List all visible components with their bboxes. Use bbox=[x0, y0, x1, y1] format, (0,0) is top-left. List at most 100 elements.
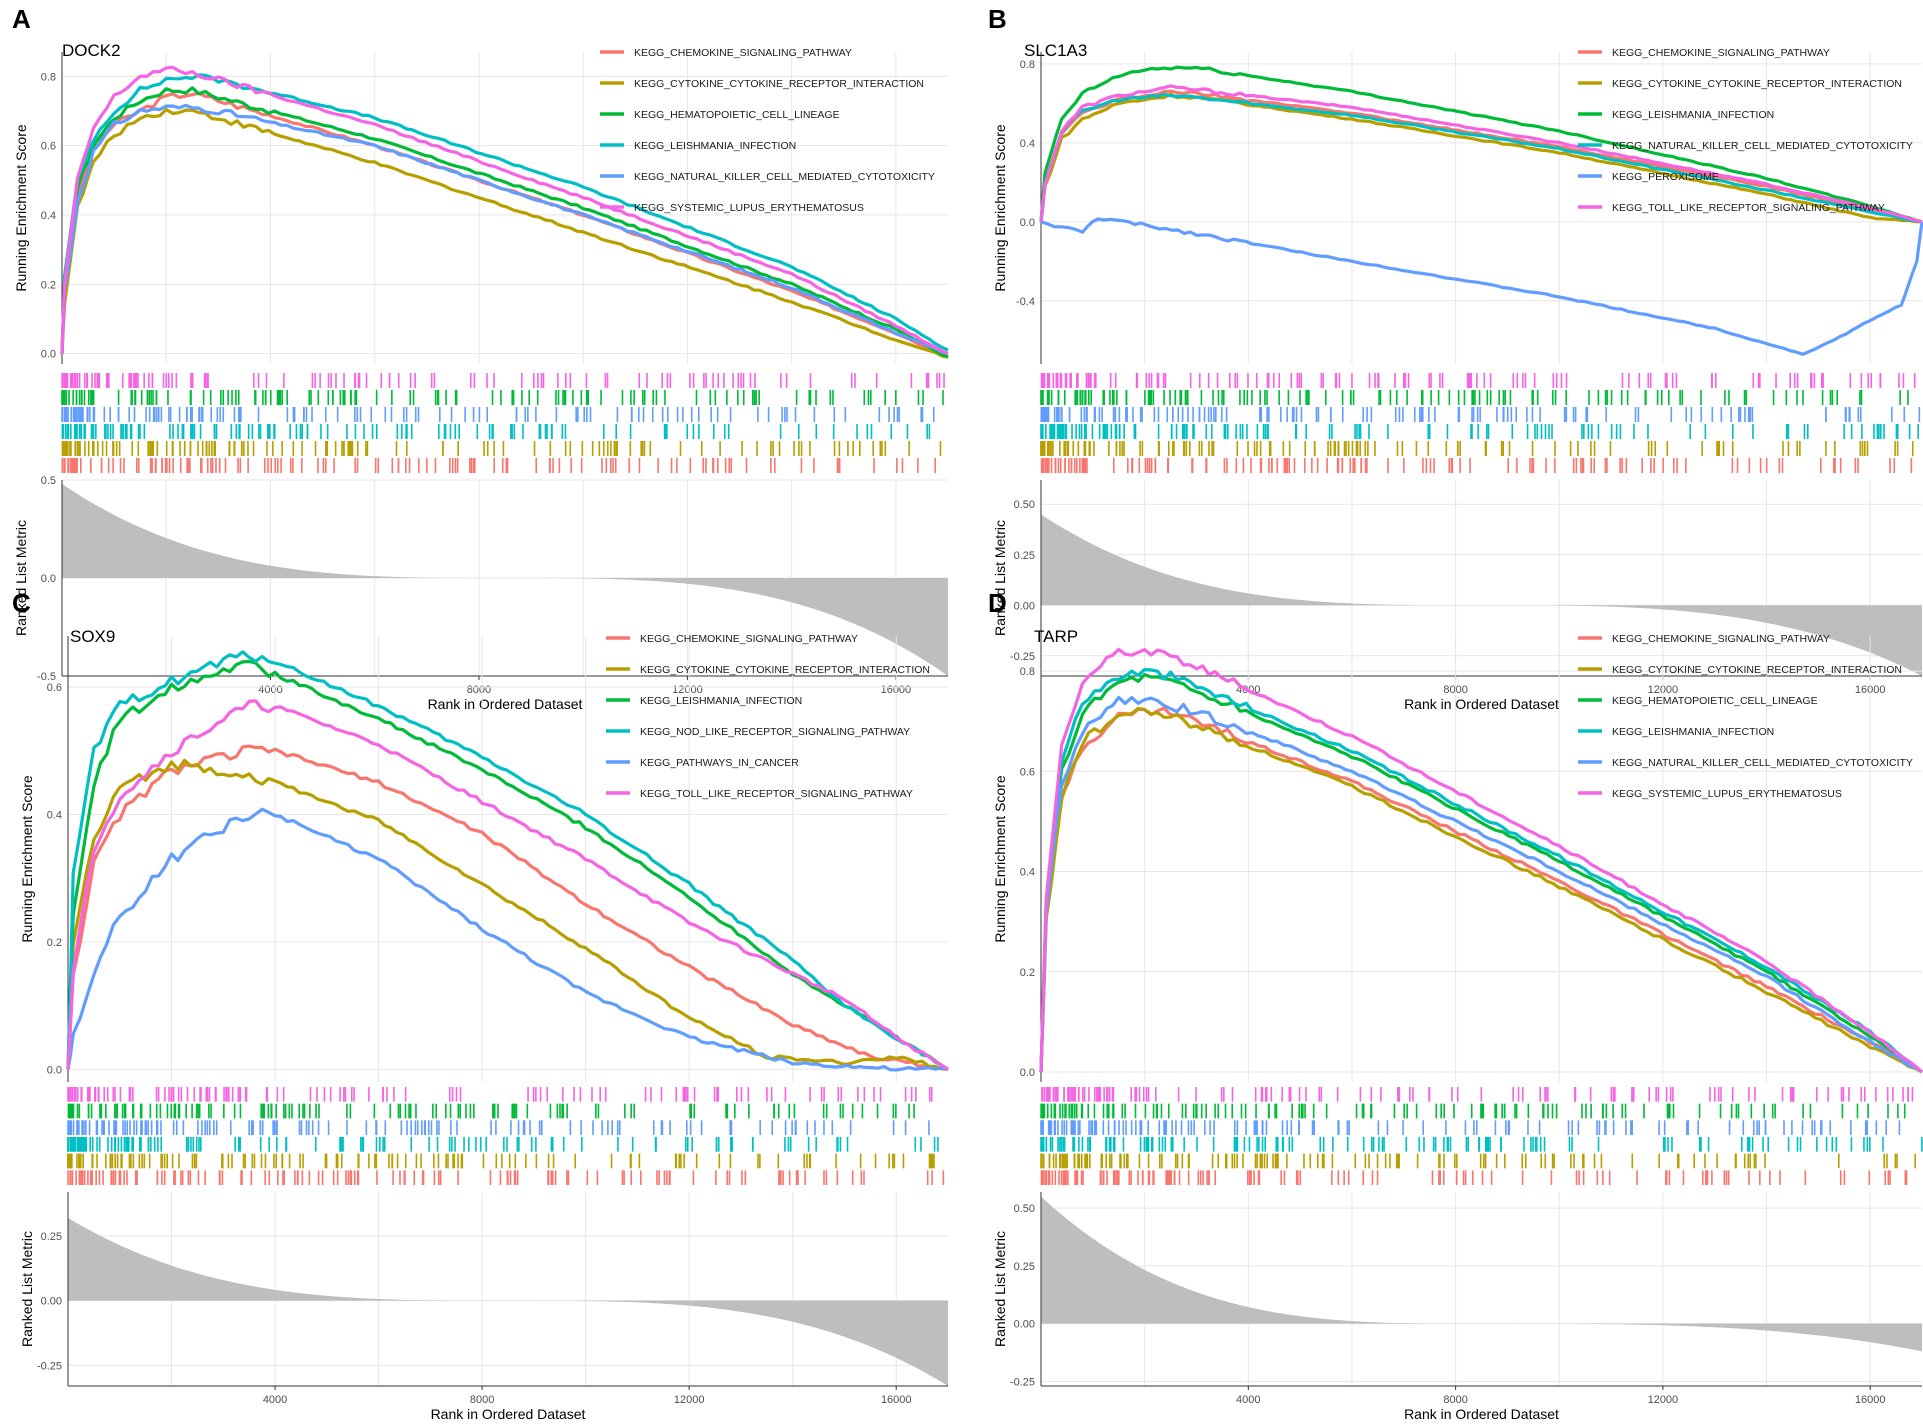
y-tick-label: 0.0 bbox=[1020, 217, 1035, 229]
metric-tick-label: -0.5 bbox=[37, 671, 56, 683]
series-line bbox=[60, 73, 949, 354]
series-line bbox=[1039, 668, 1923, 1074]
ranked-metric-area bbox=[68, 1217, 948, 1386]
series-line bbox=[1039, 647, 1923, 1074]
x-tick-label: 4000 bbox=[1236, 1394, 1260, 1406]
gene-title: SLC1A3 bbox=[1024, 41, 1087, 60]
legend-label: KEGG_CYTOKINE_CYTOKINE_RECEPTOR_INTERACT… bbox=[640, 664, 930, 676]
legend-label: KEGG_NATURAL_KILLER_CELL_MEDIATED_CYTOTO… bbox=[1612, 757, 1913, 769]
y-tick-label: 0.8 bbox=[41, 71, 56, 83]
legend-label: KEGG_CHEMOKINE_SIGNALING_PATHWAY bbox=[640, 633, 858, 645]
legend-label: KEGG_CYTOKINE_CYTOKINE_RECEPTOR_INTERACT… bbox=[1612, 78, 1902, 90]
series-line bbox=[60, 103, 949, 356]
legend-label: KEGG_LEISHMANIA_INFECTION bbox=[640, 695, 802, 707]
y-axis-label: Running Enrichment Score bbox=[13, 124, 29, 292]
series-line bbox=[66, 758, 949, 1071]
series-line bbox=[60, 107, 949, 359]
series-line bbox=[1039, 65, 1923, 224]
y-tick-label: 0.2 bbox=[1020, 967, 1035, 979]
y-tick-label: 0.0 bbox=[41, 349, 56, 361]
legend-label: KEGG_CYTOKINE_CYTOKINE_RECEPTOR_INTERACT… bbox=[1612, 664, 1902, 676]
x-tick-label: 8000 bbox=[470, 1394, 494, 1406]
y-axis-label: Running Enrichment Score bbox=[992, 124, 1008, 292]
y-tick-label: 0.0 bbox=[47, 1064, 62, 1076]
series-line bbox=[1039, 84, 1923, 224]
metric-tick-label: -0.25 bbox=[1010, 1376, 1035, 1388]
series-line bbox=[66, 699, 949, 1071]
legend-label: KEGG_TOLL_LIKE_RECEPTOR_SIGNALING_PATHWA… bbox=[640, 788, 913, 800]
series-line bbox=[66, 744, 949, 1071]
x-tick-label: 8000 bbox=[467, 684, 491, 696]
metric-axis-label: Ranked List Metric bbox=[19, 1231, 35, 1347]
metric-tick-label: 0.50 bbox=[1014, 499, 1035, 511]
x-axis-label: Rank in Ordered Dataset bbox=[1404, 1406, 1559, 1422]
x-tick-label: 12000 bbox=[674, 1394, 705, 1406]
legend-label: KEGG_CHEMOKINE_SIGNALING_PATHWAY bbox=[1612, 633, 1830, 645]
gene-title: TARP bbox=[1034, 627, 1078, 646]
panel-letter: A bbox=[12, 4, 31, 34]
panel-letter: C bbox=[12, 588, 31, 618]
y-tick-label: 0.4 bbox=[1020, 138, 1035, 150]
legend-label: KEGG_HEMATOPOIETIC_CELL_LINEAGE bbox=[1612, 695, 1818, 707]
legend-label: KEGG_NOD_LIKE_RECEPTOR_SIGNALING_PATHWAY bbox=[640, 726, 910, 738]
y-tick-label: -0.4 bbox=[1016, 296, 1035, 308]
legend-label: KEGG_LEISHMANIA_INFECTION bbox=[634, 140, 796, 152]
legend-label: KEGG_CHEMOKINE_SIGNALING_PATHWAY bbox=[1612, 47, 1830, 59]
legend-label: KEGG_PATHWAYS_IN_CANCER bbox=[640, 757, 799, 769]
series-line bbox=[1039, 673, 1923, 1074]
metric-axis-label: Ranked List Metric bbox=[992, 1231, 1008, 1347]
x-tick-label: 4000 bbox=[263, 1394, 287, 1406]
panel-d: D TARP 0.8 0.6 0.4 0.2 0.0 Running Enrichment S… bbox=[988, 588, 1923, 1422]
y-axis-label: Running Enrichment Score bbox=[19, 775, 35, 943]
panel-c: C SOX9 0.0 0.2 0.4 0.6 Running Enrichment Scor… bbox=[12, 588, 949, 1422]
ranked-metric-area bbox=[1041, 1196, 1922, 1352]
y-axis-label: Running Enrichment Score bbox=[992, 775, 1008, 943]
y-tick-label: 0.4 bbox=[47, 809, 62, 821]
series-line bbox=[66, 807, 949, 1072]
legend-label: KEGG_PEROXISOME bbox=[1612, 171, 1719, 183]
metric-tick-label: 0.25 bbox=[1014, 1261, 1035, 1273]
series-line bbox=[60, 65, 949, 356]
metric-tick-label: 0.25 bbox=[41, 1231, 62, 1243]
metric-tick-label: 0.50 bbox=[1014, 1203, 1035, 1215]
legend-label: KEGG_TOLL_LIKE_RECEPTOR_SIGNALING_PATHWA… bbox=[1612, 202, 1885, 214]
ranked-metric-area bbox=[62, 483, 948, 676]
metric-axis-label: Ranked List Metric bbox=[13, 520, 29, 636]
metric-tick-label: -0.25 bbox=[37, 1360, 62, 1372]
y-tick-label: 0.2 bbox=[47, 937, 62, 949]
gene-title: DOCK2 bbox=[62, 41, 121, 60]
y-tick-label: 0.6 bbox=[47, 682, 62, 694]
gene-title: SOX9 bbox=[70, 627, 115, 646]
legend-label: KEGG_LEISHMANIA_INFECTION bbox=[1612, 109, 1774, 121]
x-tick-label: 16000 bbox=[881, 1394, 912, 1406]
legend-label: KEGG_SYSTEMIC_LUPUS_ERYTHEMATOSUS bbox=[634, 202, 864, 214]
legend-label: KEGG_SYSTEMIC_LUPUS_ERYTHEMATOSUS bbox=[1612, 788, 1842, 800]
x-tick-label: 4000 bbox=[258, 684, 282, 696]
y-tick-label: 0.6 bbox=[41, 141, 56, 153]
x-axis-label: Rank in Ordered Dataset bbox=[1404, 696, 1559, 712]
metric-tick-label: 0.0 bbox=[41, 573, 56, 585]
x-tick-label: 8000 bbox=[1443, 1394, 1467, 1406]
metric-tick-label: 0.00 bbox=[41, 1296, 62, 1308]
legend-label: KEGG_NATURAL_KILLER_CELL_MEDIATED_CYTOTO… bbox=[1612, 140, 1913, 152]
y-tick-label: 0.4 bbox=[1020, 867, 1035, 879]
y-tick-label: 0.8 bbox=[1020, 666, 1035, 678]
series-line bbox=[1040, 217, 1923, 356]
series-line bbox=[1039, 92, 1923, 224]
metric-tick-label: -0.25 bbox=[1010, 651, 1035, 663]
panel-letter: D bbox=[988, 588, 1007, 618]
metric-axis-label: Ranked List Metric bbox=[992, 520, 1008, 636]
y-tick-label: 0.6 bbox=[1020, 766, 1035, 778]
series-line bbox=[60, 91, 949, 359]
y-tick-label: 0.4 bbox=[41, 210, 56, 222]
ranked-metric-area bbox=[1041, 514, 1922, 676]
x-axis-label: Rank in Ordered Dataset bbox=[431, 1406, 586, 1422]
legend-label: KEGG_CHEMOKINE_SIGNALING_PATHWAY bbox=[634, 47, 852, 59]
legend-label: KEGG_LEISHMANIA_INFECTION bbox=[1612, 726, 1774, 738]
y-tick-label: 0.8 bbox=[1020, 59, 1035, 71]
series-line bbox=[1039, 706, 1923, 1074]
series-line bbox=[66, 659, 949, 1071]
series-line bbox=[1039, 695, 1923, 1074]
